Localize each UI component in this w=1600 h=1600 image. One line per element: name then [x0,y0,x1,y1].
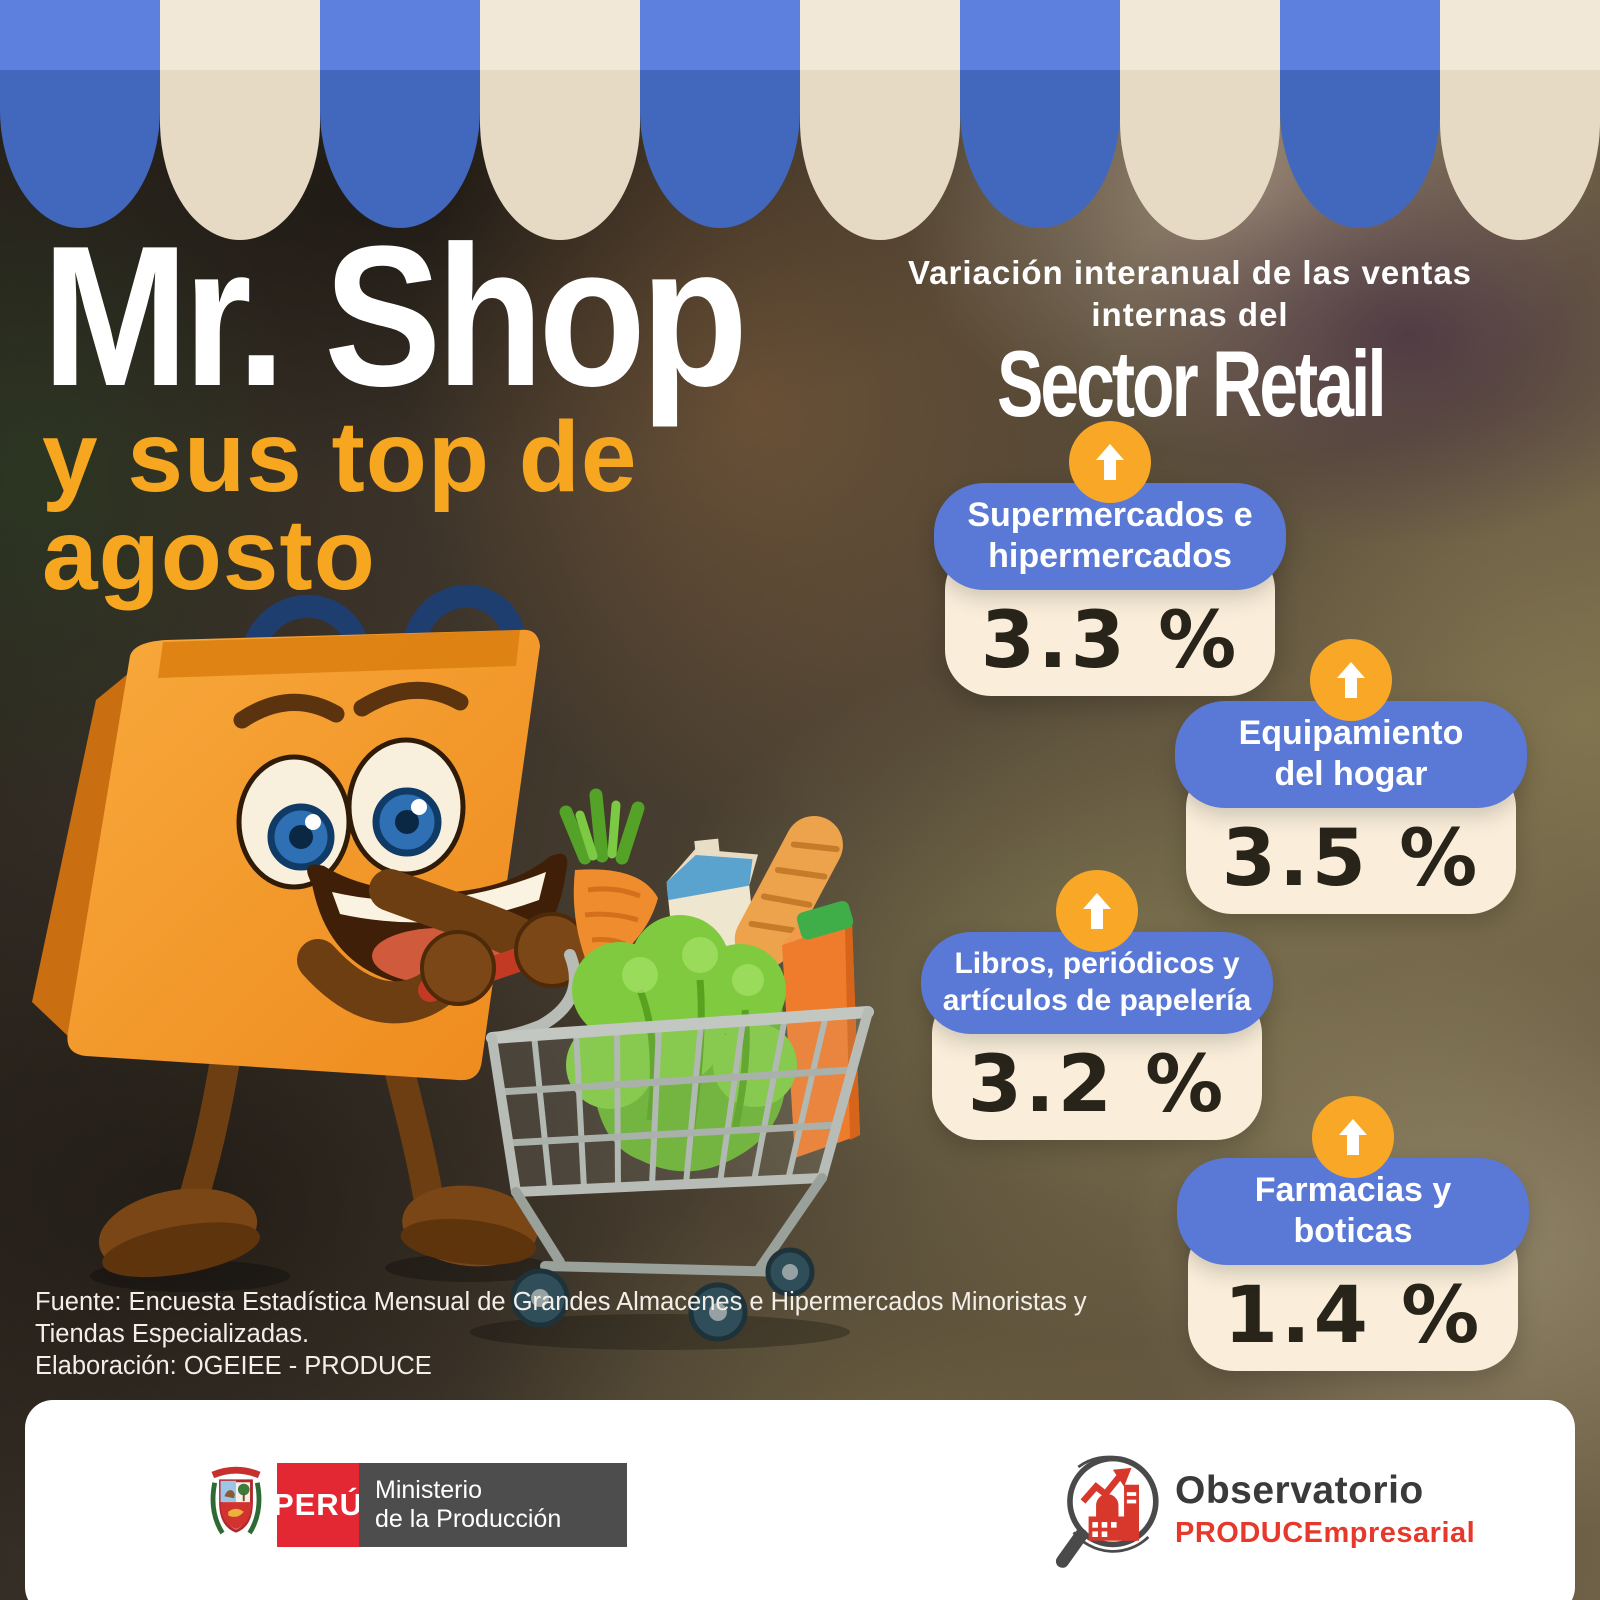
heading-line-2: internas del [1091,296,1289,334]
heading-line-1: Variación interanual de las ventas [907,254,1473,291]
lettuce [566,915,797,1172]
source-elaboracion: Elaboración: OGEIEE - PRODUCE [35,1352,432,1381]
up-arrow-icon [1310,639,1392,721]
mascot-illustration [32,584,874,1350]
observatory-logo-group: Observatorio PRODUCEmpresarial [1055,1438,1475,1580]
up-arrow-icon [1312,1096,1394,1178]
groceries [559,788,860,1172]
peru-coat-of-arms-icon [210,1466,262,1535]
awning-stripe-blue [320,0,480,228]
observatory-line-2: PRODUCEmpresarial [1175,1516,1476,1549]
section-heading: Variación interanual de las ventas inter… [880,252,1500,432]
observatory-line-1: Observatorio [1175,1468,1424,1512]
ministry-name-box: Ministerio de la Producción [359,1463,627,1547]
source-fuente: Fuente: Encuesta Estadística Mensual de … [35,1288,1087,1349]
page-title: Mr. Shop [42,205,748,428]
awning-stripe-blue [640,0,800,228]
ministry-logo-group: PERÚ Ministerio de la Producción [207,1462,627,1548]
store-awning [0,0,1600,250]
awning-stripe-blue [1280,0,1440,228]
awning-stripe-blue [960,0,1120,228]
shopping-cart [486,1006,874,1342]
up-arrow-icon [1056,870,1138,952]
peru-label-box: PERÚ [273,1463,362,1547]
awning-stripe-cream [160,0,320,240]
footer-bar: PERÚ Ministerio de la Producción [25,1400,1575,1600]
awning-stripe-cream [1120,0,1280,240]
awning-stripe-cream [480,0,640,240]
up-arrow-icon [1069,421,1151,503]
baguette [734,815,843,969]
awning-stripe-blue [0,0,160,228]
ministry-line-1: Ministerio [375,1475,482,1504]
stat-card-supermercados: Supermercados e hipermercados 3.3 % [934,421,1286,696]
ministry-line-2: de la Producción [375,1505,562,1533]
source-note: Fuente: Encuesta Estadística Mensual de … [35,1286,1135,1382]
stat-card-libros: Libros, periódicos y artículos de papele… [921,870,1273,1140]
observatory-name: Observatorio PRODUCEmpresarial [1175,1469,1475,1550]
page-subtitle: y sus top de agosto [42,401,638,611]
awning-stripe-cream [1440,0,1600,240]
magnifier-growth-chart-icon [1055,1455,1159,1568]
heading-emphasis: Sector Retail [996,331,1387,437]
stat-card-farmacias: Farmacias y boticas 1.4 % [1177,1096,1529,1371]
stat-card-equipamiento: Equipamiento del hogar 3.5 % [1175,639,1527,914]
awning-stripe-cream [800,0,960,240]
